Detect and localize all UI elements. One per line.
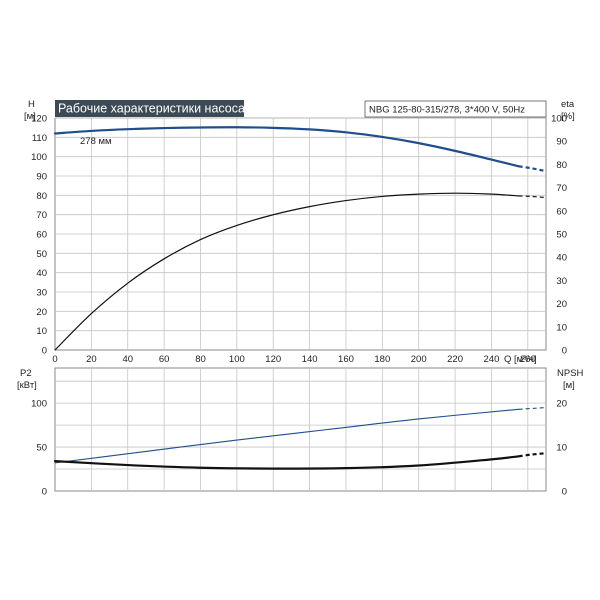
head-axis-ticks: 0 10 20 30 40 50 60 70 80 90 100 110 120 — [31, 114, 47, 357]
flow-tick-label: 100 — [229, 354, 245, 365]
head-tick-label: 70 — [36, 210, 47, 221]
head-tick-label: 90 — [36, 172, 47, 183]
lower-plot-frame — [54, 367, 547, 492]
npsh-axis-ticks: 0 10 20 — [556, 399, 567, 498]
eta-tick-label: 90 — [556, 137, 567, 148]
p2-curve-extrapolated — [518, 406, 547, 410]
p2-tick-label: 50 — [36, 443, 47, 454]
upper-plot: 0 10 20 30 40 50 60 70 80 90 100 110 120 0 10 20 30 40 50… — [24, 99, 575, 365]
npsh-axis-unit: [м] — [563, 380, 575, 391]
upper-curves — [53, 126, 547, 351]
head-tick-label: 100 — [31, 152, 47, 163]
model-info-box — [364, 100, 547, 118]
eta-axis-label: eta — [561, 99, 575, 110]
p2-tick-label: 0 — [42, 487, 47, 498]
eta-tick-label: 20 — [556, 299, 567, 310]
flow-tick-label: 200 — [411, 354, 427, 365]
p2-curve — [54, 408, 520, 464]
head-tick-label: 50 — [36, 249, 47, 260]
eta-axis-unit: [%] — [561, 111, 575, 122]
head-tick-label: 80 — [36, 191, 47, 202]
head-tick-label: 120 — [31, 114, 47, 125]
flow-axis-label: Q [м³/ч] — [504, 354, 537, 365]
npsh-tick-label: 0 — [562, 487, 567, 498]
head-curve-extrapolated — [518, 165, 547, 173]
flow-tick-label: 0 — [52, 354, 57, 365]
head-tick-label: 0 — [42, 346, 47, 357]
p2-axis-ticks: 0 50 100 — [31, 399, 47, 498]
head-axis-label: H — [28, 99, 35, 110]
flow-tick-label: 160 — [338, 354, 354, 365]
flow-tick-label: 240 — [484, 354, 500, 365]
head-tick-label: 110 — [32, 133, 47, 144]
head-tick-label: 30 — [36, 288, 47, 299]
head-tick-label: 60 — [36, 230, 47, 241]
eta-tick-label: 10 — [556, 322, 567, 333]
head-tick-label: 40 — [36, 268, 47, 279]
eta-tick-label: 60 — [556, 206, 567, 217]
eta-tick-label: 50 — [556, 230, 567, 241]
head-tick-label: 20 — [36, 307, 47, 318]
eta-curve — [54, 192, 520, 351]
chart-title-box — [55, 100, 244, 117]
head-tick-label: 10 — [36, 326, 47, 337]
p2-tick-label: 100 — [31, 399, 47, 410]
npsh-curve — [53, 455, 520, 470]
npsh-tick-label: 20 — [556, 399, 567, 410]
flow-tick-label: 140 — [302, 354, 318, 365]
head-curve — [53, 126, 520, 168]
eta-tick-label: 40 — [556, 253, 567, 264]
head-axis-unit: [м] — [24, 111, 36, 122]
lower-curves — [53, 406, 547, 470]
p2-axis-unit: [кВт] — [17, 380, 37, 391]
eta-tick-label: 0 — [562, 346, 567, 357]
impeller-curve-label: 278 мм — [80, 136, 112, 147]
npsh-axis-label: NPSH — [557, 368, 584, 379]
lower-plot: 0 50 100 0 10 20 P2 [кВт] NPSH [м] — [17, 367, 584, 498]
upper-grid — [55, 117, 546, 350]
chart-title: Рабочие характеристики насоса — [58, 102, 245, 116]
eta-tick-label: 70 — [556, 183, 567, 194]
eta-axis-ticks: 0 10 20 30 40 50 60 70 80 90 100 — [551, 114, 567, 357]
model-info: NBG 125-80-315/278, 3*400 V, 50Hz — [369, 105, 525, 116]
eta-curve-extrapolated — [518, 195, 547, 199]
eta-tick-label: 80 — [556, 160, 567, 171]
flow-tick-label: 40 — [122, 354, 133, 365]
eta-tick-label: 30 — [556, 276, 567, 287]
flow-tick-label: 20 — [86, 354, 97, 365]
flow-axis-ticks: 0 20 40 60 80 100 120 140 160 180 200 220 240 260 — [52, 354, 535, 365]
npsh-tick-label: 10 — [556, 443, 567, 454]
flow-tick-label: 260 — [520, 354, 536, 365]
npsh-curve-extrapolated — [518, 452, 547, 458]
eta-tick-label: 100 — [551, 114, 567, 125]
lower-grid — [55, 368, 546, 491]
flow-tick-label: 220 — [447, 354, 463, 365]
flow-tick-label: 180 — [374, 354, 390, 365]
p2-axis-label: P2 — [20, 368, 32, 379]
flow-tick-label: 80 — [195, 354, 206, 365]
flow-tick-label: 60 — [159, 354, 170, 365]
flow-tick-label: 120 — [265, 354, 281, 365]
